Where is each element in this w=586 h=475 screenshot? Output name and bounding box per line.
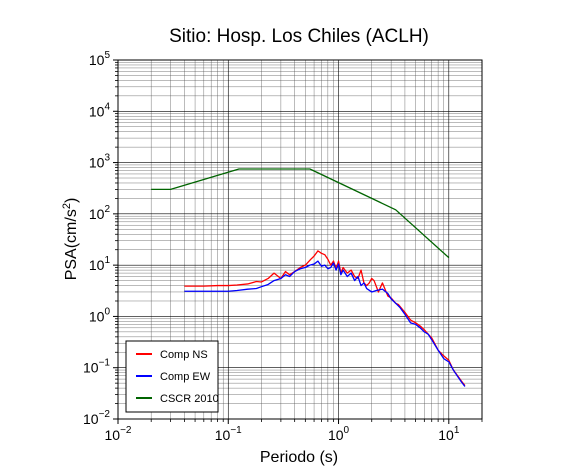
y-axis-label-sup: 2 (61, 203, 73, 209)
y-tick-exp: 3 (104, 153, 110, 164)
x-tick-exp: −1 (230, 425, 242, 436)
x-tick-base: 10 (105, 427, 121, 443)
y-tick-exp: −1 (99, 358, 111, 369)
y-tick-label: 101 (89, 255, 111, 273)
x-tick-exp: 1 (454, 425, 460, 436)
y-tick-exp: 5 (104, 50, 110, 61)
y-tick-label: 102 (89, 204, 111, 222)
y-tick-base: 10 (89, 155, 105, 171)
y-tick-label: 105 (89, 50, 111, 68)
y-tick-exp: 4 (104, 101, 110, 112)
legend-entry-ns: Comp NS (136, 349, 208, 361)
y-tick-label: 100 (89, 306, 111, 324)
y-axis-label-main: PSA(cm/s (63, 209, 80, 280)
x-tick-exp: −2 (120, 425, 132, 436)
x-tick-label: 10−2 (105, 425, 132, 443)
x-tick-base: 10 (438, 427, 454, 443)
y-tick-exp: 2 (104, 204, 110, 215)
series-line-comp-ns (184, 250, 466, 386)
y-axis-label: PSA(cm/s2) (61, 198, 80, 281)
series-layer (151, 168, 466, 387)
legend-entry-cscr: CSCR 2010 (136, 393, 219, 405)
y-tick-label: 10−2 (83, 409, 110, 427)
x-tick-label: 100 (328, 425, 350, 443)
y-tick-label: 10−1 (83, 358, 110, 376)
x-axis-label: Periodo (s) (260, 449, 338, 466)
x-tick-base: 10 (328, 427, 344, 443)
x-tick-label: 101 (438, 425, 460, 443)
y-tick-base: 10 (89, 206, 105, 222)
y-tick-label: 104 (89, 101, 111, 119)
x-tick-label: 10−1 (215, 425, 242, 443)
y-tick-label: 103 (89, 153, 111, 171)
y-axis-label-close: ) (63, 198, 80, 203)
series-line-comp-ew (184, 260, 466, 387)
series-line-cscr-2010 (151, 168, 450, 259)
legend-label-cscr: CSCR 2010 (160, 393, 219, 405)
legend-entry-ew: Comp EW (136, 371, 211, 383)
legend-label-ns: Comp NS (160, 349, 208, 361)
x-ticks: 10−2 10−1 100 101 (105, 419, 483, 443)
y-tick-base: 10 (89, 308, 105, 324)
legend-label-ew: Comp EW (160, 371, 211, 383)
y-tick-exp: 0 (104, 306, 110, 317)
y-tick-base: 10 (83, 411, 99, 427)
y-tick-exp: −2 (99, 409, 111, 420)
plot-frame (117, 59, 483, 420)
y-tick-base: 10 (83, 360, 99, 376)
y-tick-base: 10 (89, 257, 105, 273)
x-tick-base: 10 (215, 427, 231, 443)
y-tick-base: 10 (89, 103, 105, 119)
chart-title: Sitio: Hosp. Los Chiles (ACLH) (169, 26, 429, 47)
y-tick-exp: 1 (104, 255, 110, 266)
x-tick-exp: 0 (344, 425, 350, 436)
y-tick-base: 10 (89, 52, 105, 68)
legend: Comp NS Comp EW CSCR 2010 (125, 340, 219, 413)
